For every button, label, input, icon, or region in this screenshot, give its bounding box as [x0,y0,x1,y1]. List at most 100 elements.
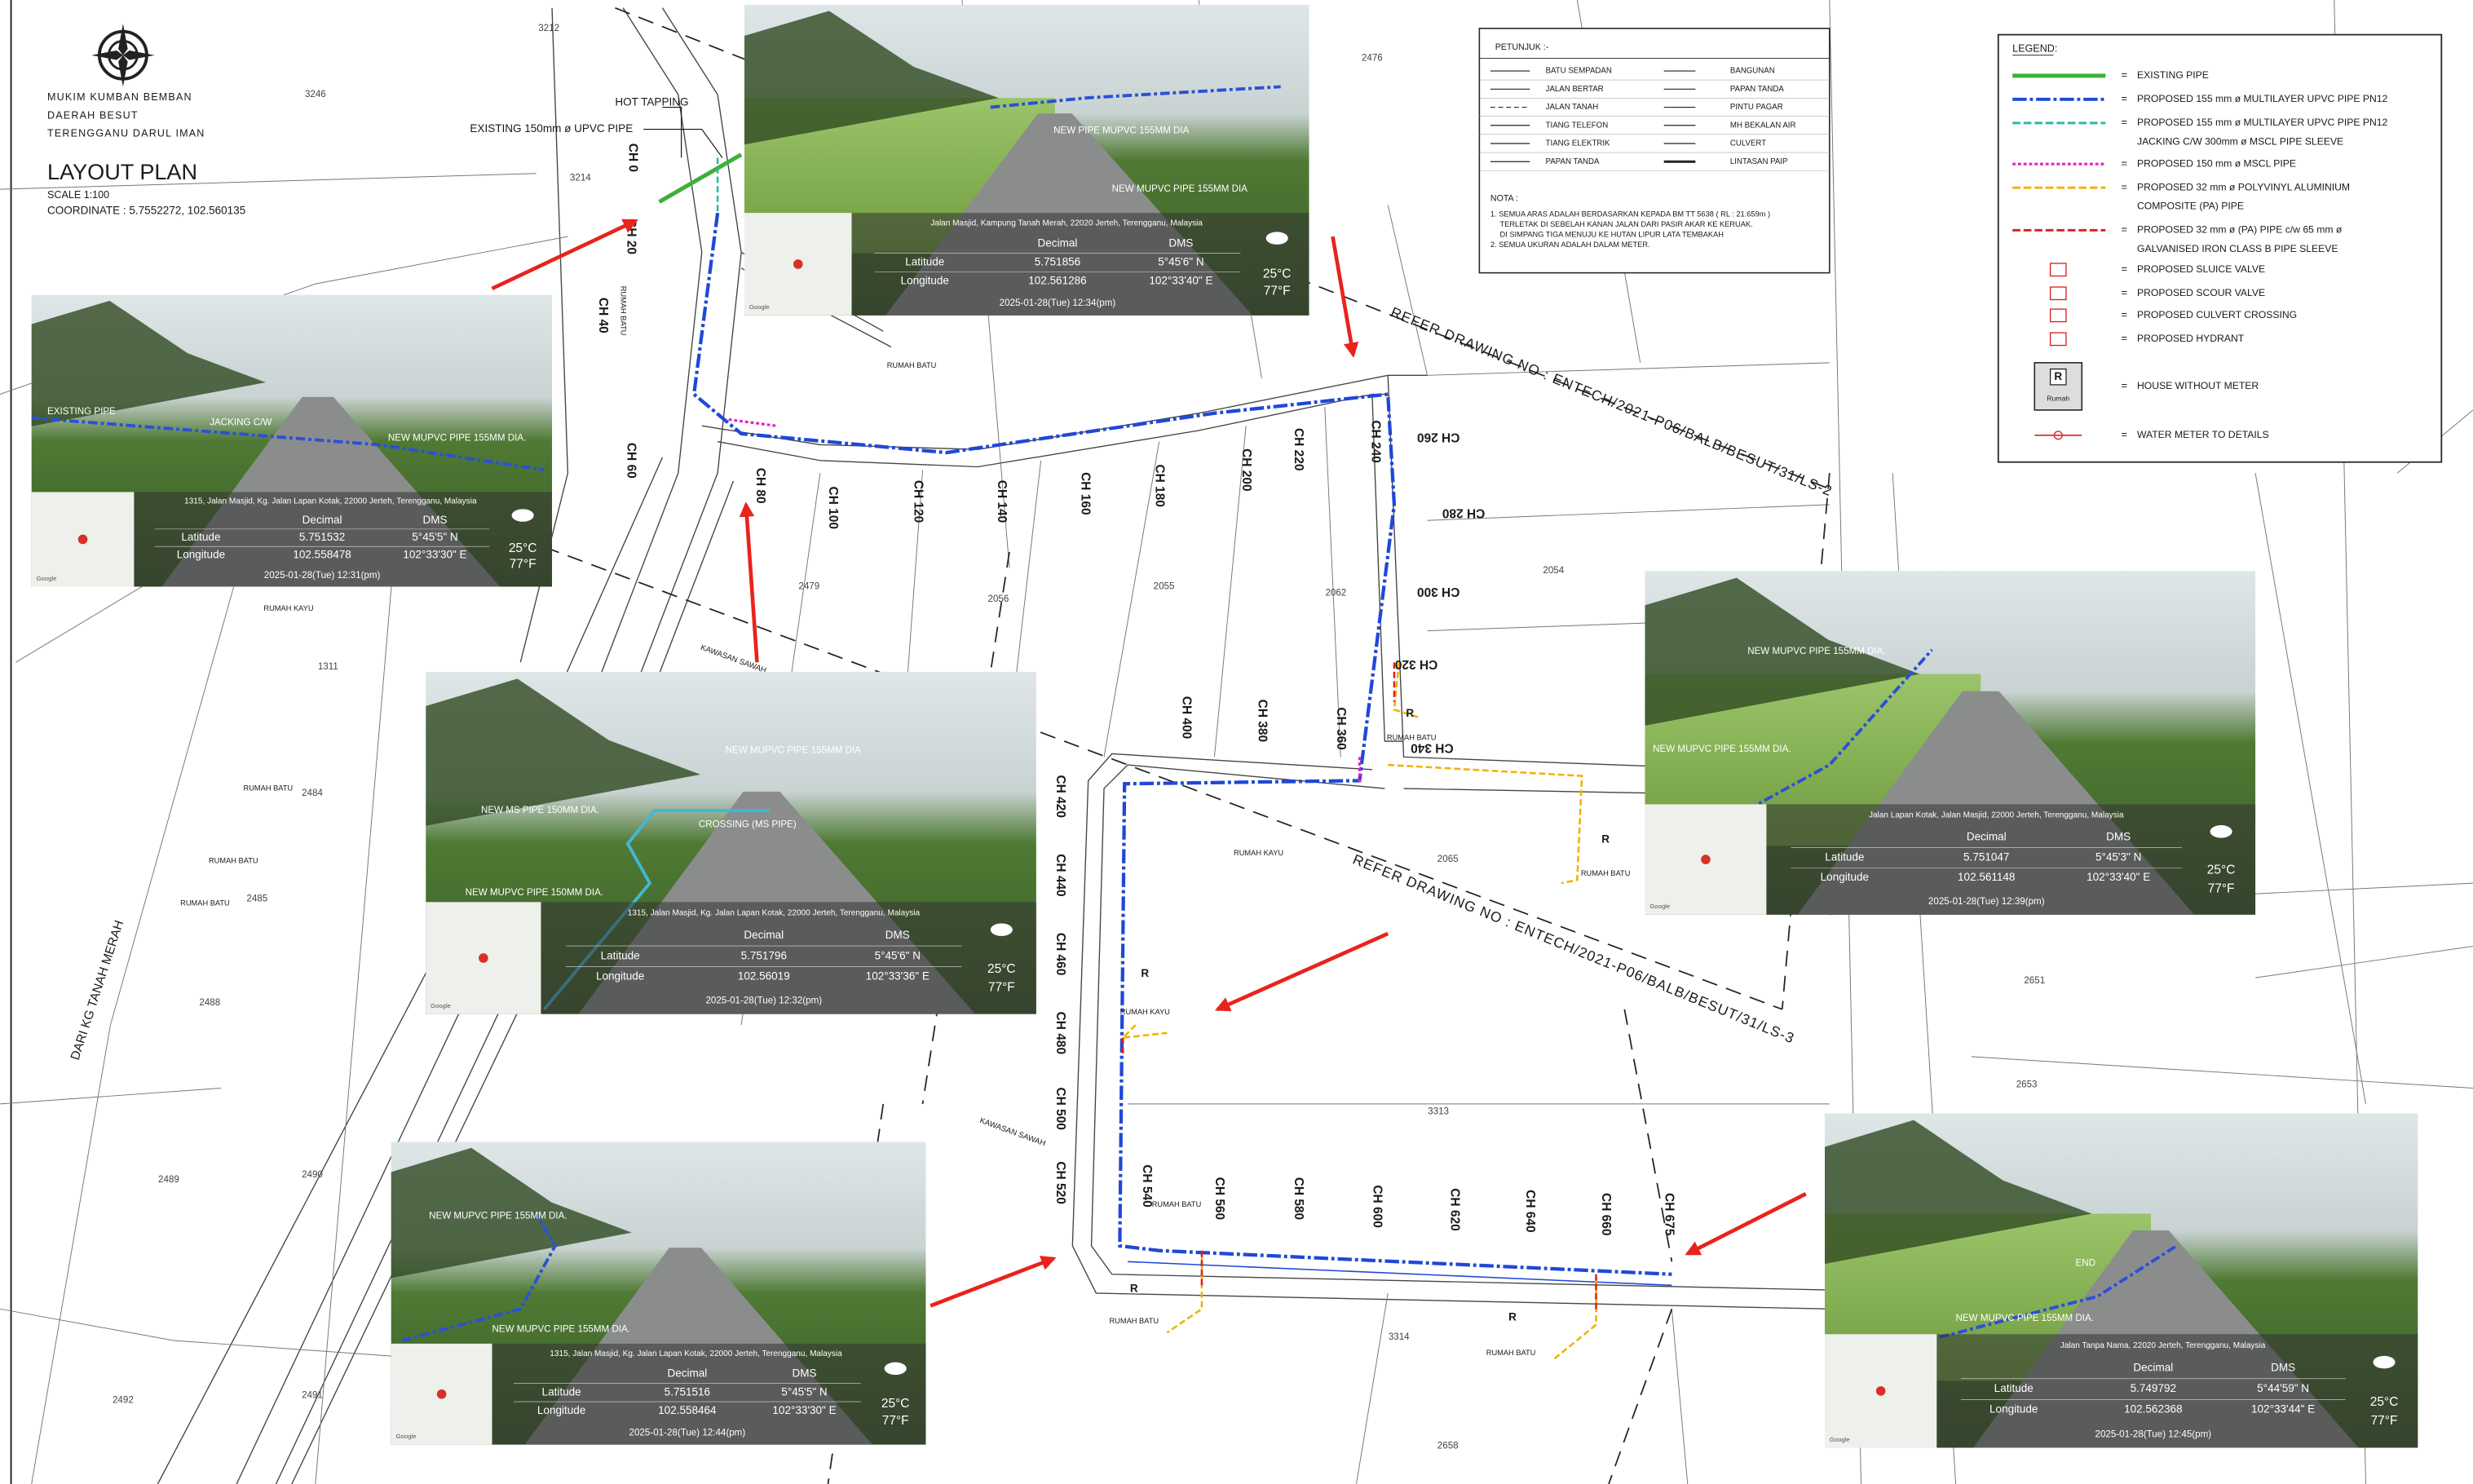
scheme-boundary [1608,1309,1673,1484]
legend-separator: = [2122,263,2127,275]
photo-map-brand: Google [1649,903,1670,910]
photo-trees [31,300,266,426]
photo-table-header: DMS [422,514,447,526]
lot-number: 3314 [1389,1332,1410,1342]
legend-icon [2050,369,2067,386]
photo-table-value: 5°45'3" N [2095,850,2141,863]
legend-item: PROPOSED SCOUR VALVE [2137,287,2265,298]
site-photo: END NEW MUPVC PIPE 155MM DIA. Google Jalan … [1824,1113,2418,1448]
house-mark: R [1141,967,1149,979]
photo-timestamp: 2025-01-28(Tue) 12:39(pm) [1928,896,2045,907]
photo-temperature: 77°F [510,558,537,572]
photo-pipe-overlay [1647,648,1933,866]
site-photo: NEW MUPVC PIPE 155MM DIA NEW MS PIPE 150M… [426,671,1036,1014]
photo-caption: JACKING C/W [210,417,272,427]
plan-scale: SCALE 1:100 [47,189,109,201]
legend-separator: = [2122,93,2127,104]
legend-separator: = [2122,157,2127,169]
legend-separator: = [2122,181,2127,192]
photo-table-value: 102°33'40" E [1149,274,1212,286]
photo-caption: NEW PIPE MUPVC 155MM DIA [1053,126,1189,136]
photo-caption: CROSSING (MS PIPE) [699,819,797,830]
callout-arrow [1214,931,1389,1012]
photo-table-value: 102.561148 [1958,871,2015,883]
photo-table-value: 5.751856 [1035,255,1080,267]
photo-timestamp: 2025-01-28(Tue) 12:34(pm) [1000,298,1116,308]
legend-item: GALVANISED IRON CLASS B PIPE SLEEVE [2137,243,2338,254]
photo-info-panel [541,902,1036,1014]
lot-boundary [0,1308,395,1357]
photo-table-value: 102°33'44" E [2251,1403,2315,1416]
lot-number: 2491 [302,1390,323,1401]
photo-caption: END [2076,1257,2095,1268]
chainage-label: CH 460 [1053,933,1067,975]
chainage-label: CH 100 [826,487,840,529]
proposed-pipe [1127,1261,1672,1287]
photo-map-pin [479,953,488,963]
chainage-label: CH 360 [1334,707,1348,749]
legend-separator: = [2122,429,2127,440]
legend-item: WATER METER TO DETAILS [2137,429,2269,440]
photo-table-label: Longitude [901,274,949,286]
chainage-label: CH 560 [1212,1177,1226,1220]
photo-table-label: Latitude [542,1385,581,1398]
photo-table-header: DMS [885,929,910,941]
lot-number: 2485 [246,894,267,904]
photo-table-value: 5°44'59" N [2257,1382,2309,1394]
nota-line: 1. SEMUA ARAS ADALAH BERDASARKAN KEPADA … [1490,210,1770,218]
lot-number: 2065 [1437,854,1459,864]
road-edge [519,7,569,663]
photo-layer: NEW PIPE MUPVC 155MM DIA NEW MUPVC PIPE 1… [31,4,2418,1448]
photo-trees [1645,577,1920,726]
pa-pipe [1388,763,1583,885]
photo-map-pin [1701,855,1711,864]
legend-separator: = [2122,333,2127,344]
lot-number: 2479 [798,581,819,592]
legend-item: PROPOSED CULVERT CROSSING [2137,309,2297,320]
legend-icon-mark: R [2054,370,2062,382]
photo-trees [391,1147,632,1279]
photo-table-value: 5.749792 [2131,1382,2176,1394]
chainage-label: CH 80 [753,468,767,504]
photo-temperature: 25°C [509,541,537,555]
petunjuk-item: LINTASAN PAIP [1730,157,1787,166]
building-label: RUMAH BATU [1581,869,1631,877]
building-label: RUMAH BATU [1152,1200,1202,1208]
photo-table-label: Latitude [1825,850,1864,863]
photo-map-brand: Google [36,575,56,582]
annotation: HOT TAPPING [615,95,688,108]
house-mark: R [1406,707,1414,719]
photo-info-panel [492,1343,926,1445]
photo-table-value: 5.751047 [1963,850,2009,863]
petunjuk-item: TIANG TELEFON [1546,121,1609,130]
legend-item: COMPOSITE (PA) PIPE [2137,201,2244,212]
photo-map-brand: Google [1830,1436,1850,1443]
photo-map-brand: Google [749,303,770,311]
lot-number: 2056 [988,594,1009,604]
scheme-boundary [615,7,1830,490]
photo-table-header: Decimal [1967,831,2007,843]
building-label: RUMAH BATU [180,899,230,908]
photo-temperature: 77°F [2208,881,2235,895]
legend-item: PROPOSED HYDRANT [2137,333,2245,344]
house-mark: R [1130,1283,1138,1295]
leader [662,106,682,158]
photo-map-brand: Google [396,1433,417,1440]
chainage-label: CH 620 [1447,1188,1461,1230]
annotation: REFER DRAWING NO : ENTECH/2021-P06/BALB/… [1389,303,1835,499]
photo-weather-icon [2373,1355,2396,1369]
mscl-pipe [728,417,776,427]
chainage-label: CH 200 [1239,448,1253,491]
chainage-label: CH 60 [625,443,638,479]
photo-table-label: Longitude [177,548,225,560]
legend-icon [2049,286,2067,301]
photo-table-header: DMS [792,1367,816,1380]
photo-map-pin [1875,1386,1886,1396]
district-label: MUKIM KUMBAN BEMBAN [47,91,192,103]
pa-pipe [1393,662,1420,719]
photo-trees [744,11,999,145]
petunjuk-item: PINTU PAGAR [1730,103,1783,112]
petunjuk-box [1478,28,1830,274]
scheme-boundary [1781,473,1830,1009]
